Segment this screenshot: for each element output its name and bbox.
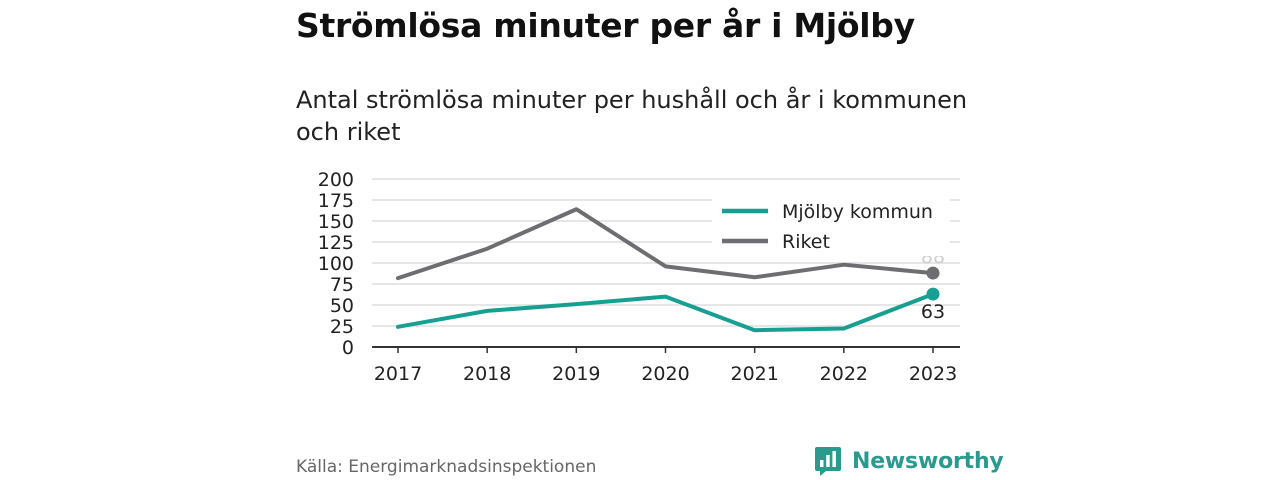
y-tick-label: 150 (318, 211, 354, 233)
legend-label-riket: Riket (782, 231, 830, 253)
y-tick-label: 50 (330, 295, 354, 317)
chart-subtitle: Antal strömlösa minuter per hushåll och … (296, 86, 968, 146)
y-tick-label: 75 (330, 274, 354, 296)
series-line-riket (396, 207, 935, 281)
x-tick-label: 2021 (730, 363, 778, 385)
y-tick-label: 175 (318, 190, 354, 212)
x-tick-label: 2020 (641, 363, 689, 385)
legend: Mjölby kommun Riket (712, 194, 950, 256)
x-tick-label: 2017 (374, 363, 422, 385)
legend-background (712, 194, 950, 256)
y-tick-label: 25 (330, 316, 354, 338)
legend-label-mjolby: Mjölby kommun (782, 201, 933, 223)
y-tick-label: 0 (342, 337, 354, 359)
series-line-mjolby (396, 292, 935, 333)
x-tick-label: 2023 (909, 363, 957, 385)
y-tick-label: 200 (318, 169, 354, 191)
x-tick-label: 2022 (820, 363, 868, 385)
bar-chart-icon (815, 447, 841, 476)
data-label-mjolby: 63 (921, 301, 945, 323)
series-end-point-riket (926, 266, 940, 280)
newsworthy-logo: Newsworthy (814, 445, 1004, 477)
x-tick-label: 2019 (552, 363, 600, 385)
y-tick-label: 100 (318, 253, 354, 275)
y-tick-label: 125 (318, 232, 354, 254)
source-note: Källa: Energimarknadsinspektionen (296, 457, 597, 477)
chart-title: Strömlösa minuter per år i Mjölby (296, 6, 915, 45)
series-end-point-mjolby (926, 287, 940, 301)
brand-name: Newsworthy (852, 448, 1004, 474)
x-tick-label: 2018 (463, 363, 511, 385)
